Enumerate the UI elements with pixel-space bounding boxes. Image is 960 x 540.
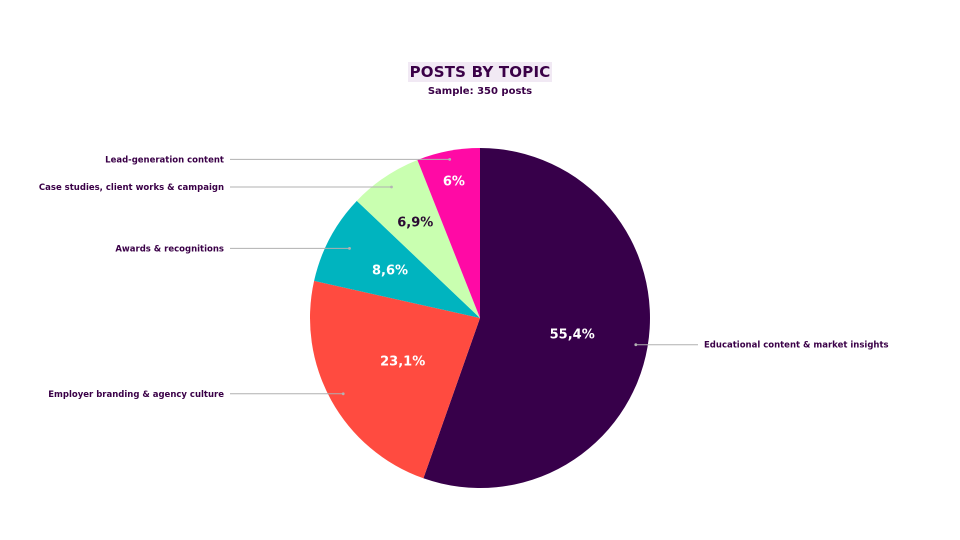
slice-percent-label: 23,1%	[380, 354, 425, 369]
slice-category-label: Case studies, client works & campaign	[39, 183, 224, 193]
pie-slice	[417, 148, 480, 318]
pie-slice	[309, 280, 480, 479]
slice-percent-label: 6,9%	[397, 216, 433, 231]
slice-category-label: Awards & recognitions	[115, 244, 224, 254]
slice-category-label: Lead-generation content	[105, 155, 224, 165]
chart-subtitle: Sample: 350 posts	[427, 86, 533, 97]
chart-title-text: POSTS BY TOPIC	[407, 62, 553, 82]
slice-percent-label: 55,4%	[550, 327, 595, 342]
slice-category-label: Employer branding & agency culture	[48, 390, 224, 400]
chart-title: POSTS BY TOPIC	[0, 62, 960, 82]
pie-slice	[423, 148, 650, 488]
pie-slice	[314, 200, 480, 318]
slice-percent-label: 8,6%	[372, 264, 408, 279]
slice-percent-label: 6%	[443, 175, 465, 190]
pie-slice	[356, 159, 480, 318]
callout-dot	[634, 343, 638, 347]
slice-category-label: Educational content & market insights	[704, 341, 889, 351]
